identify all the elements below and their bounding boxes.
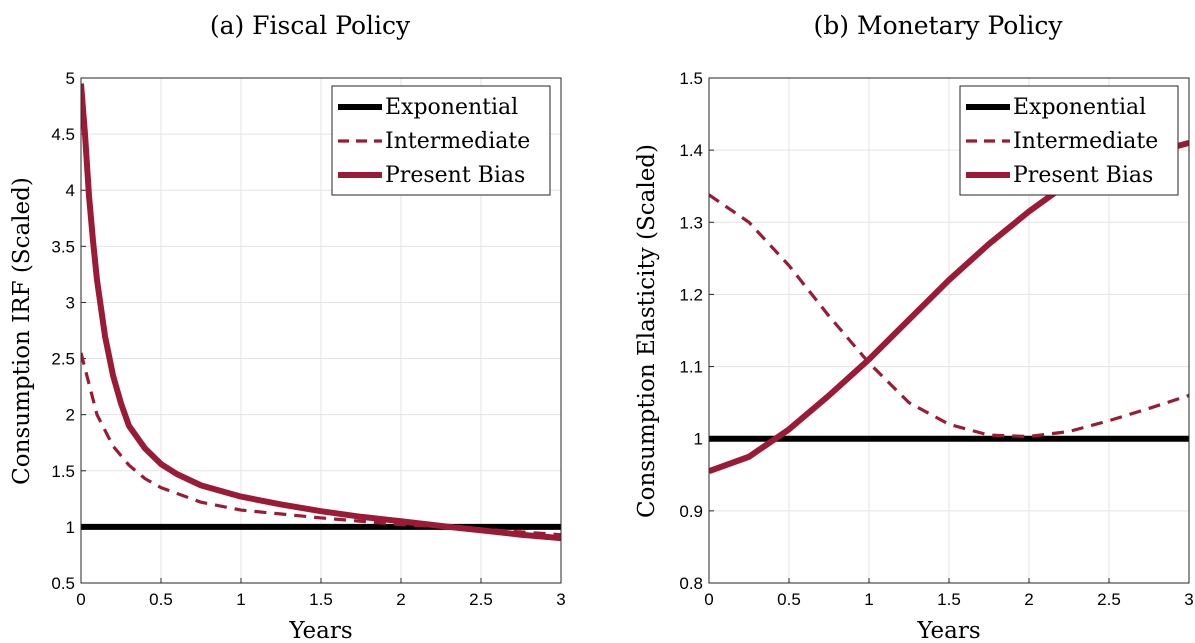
- x-tick-label: 2: [396, 590, 405, 609]
- x-tick-label: 2.5: [469, 590, 493, 609]
- monetary-policy-panel: (b) Monetary Policy Years Consumption El…: [634, 11, 1194, 643]
- panel-title: (a) Fiscal Policy: [210, 11, 411, 40]
- fiscal-policy-panel: (a) Fiscal Policy Years Consumption IRF …: [9, 11, 566, 643]
- legend-label: Intermediate: [1013, 129, 1158, 154]
- y-tick-label: 1.1: [679, 358, 703, 377]
- y-tick-label: 1.5: [51, 462, 75, 481]
- y-tick-label: 1: [694, 430, 703, 449]
- series-line-intermediate: [81, 352, 561, 537]
- y-axis-label: Consumption Elasticity (Scaled): [634, 144, 660, 518]
- y-tick-label: 1.5: [679, 69, 703, 88]
- x-tick-label: 0.5: [149, 590, 173, 609]
- y-tick-label: 1.2: [679, 285, 703, 304]
- plot-frame: [708, 77, 1190, 584]
- y-axis-label: Consumption IRF (Scaled): [9, 177, 35, 485]
- legend-label: Intermediate: [385, 129, 530, 154]
- y-tick-label: 2.5: [51, 350, 75, 369]
- y-tick-label: 1.4: [679, 141, 703, 160]
- x-tick-label: 1.5: [937, 590, 961, 609]
- legend-label: Exponential: [1013, 95, 1146, 120]
- x-tick-label: 1: [236, 590, 245, 609]
- x-tick-label: 0: [704, 590, 713, 609]
- x-tick-label: 2.5: [1097, 590, 1121, 609]
- x-axis-label: Years: [916, 618, 980, 643]
- x-tick-label: 0.5: [777, 590, 801, 609]
- x-tick-label: 1: [864, 590, 873, 609]
- y-tick-label: 1.3: [679, 213, 703, 232]
- panel-title: (b) Monetary Policy: [814, 11, 1064, 40]
- plot-frame: [80, 77, 562, 584]
- y-tick-label: 2: [66, 406, 75, 425]
- legend: Exponential Intermediate Present Bias: [959, 85, 1179, 196]
- y-tick-label: 1: [66, 518, 75, 537]
- x-tick-label: 1.5: [309, 590, 333, 609]
- legend: Exponential Intermediate Present Bias: [331, 85, 551, 196]
- y-tick-label: 0.9: [679, 502, 703, 521]
- series-line-present-bias: [81, 83, 561, 542]
- legend-label: Exponential: [385, 95, 518, 120]
- x-tick-label: 3: [556, 590, 565, 609]
- y-tick-label: 0.5: [51, 574, 75, 593]
- y-tick-label: 0.8: [679, 574, 703, 593]
- x-tick-label: 2: [1024, 590, 1033, 609]
- legend-label: Present Bias: [1013, 163, 1153, 188]
- series-line-intermediate: [709, 193, 1189, 439]
- x-tick-label: 0: [76, 590, 85, 609]
- x-axis-label: Years: [288, 618, 352, 643]
- y-tick-label: 3: [66, 293, 75, 312]
- y-tick-label: 3.5: [51, 237, 75, 256]
- x-tick-label: 3: [1184, 590, 1193, 609]
- y-tick-label: 4.5: [51, 125, 75, 144]
- y-tick-label: 5: [66, 69, 75, 88]
- legend-label: Present Bias: [385, 163, 525, 188]
- y-tick-label: 4: [66, 181, 75, 200]
